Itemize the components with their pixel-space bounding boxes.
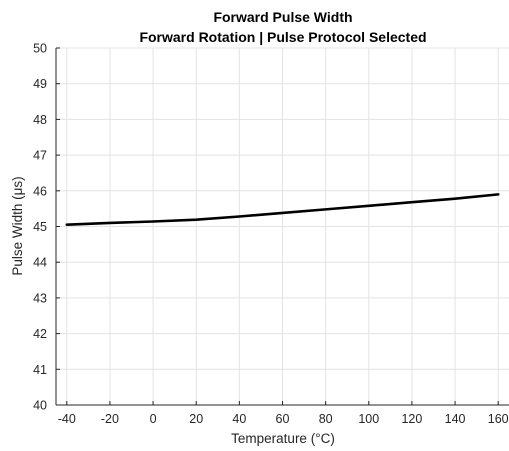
y-tick-label: 45 (33, 220, 47, 234)
y-tick-label: 43 (33, 291, 47, 305)
x-axis-label: Temperature (°C) (231, 431, 335, 446)
x-tick-label: 20 (189, 412, 203, 426)
y-tick-label: 48 (33, 113, 47, 127)
y-tick-label: 49 (33, 77, 47, 91)
x-tick-label: 140 (445, 412, 466, 426)
y-tick-label: 42 (33, 327, 47, 341)
chart-title: Forward Pulse Width (213, 9, 352, 25)
y-tick-label: 46 (33, 184, 47, 198)
x-tick-label: -40 (58, 412, 76, 426)
x-tick-label: -20 (101, 412, 119, 426)
x-tick-label: 60 (276, 412, 290, 426)
chart-subtitle: Forward Rotation | Pulse Protocol Select… (139, 29, 426, 45)
y-tick-label: 40 (33, 399, 47, 413)
x-tick-label: 100 (358, 412, 379, 426)
y-tick-label: 41 (33, 363, 47, 377)
y-tick-label: 44 (33, 256, 47, 270)
series-line (65, 193, 500, 227)
x-tick-label: 160 (488, 412, 509, 426)
x-tick-label: 80 (319, 412, 333, 426)
axes (55, 47, 509, 406)
y-axis-label: Pulse Width (μs) (10, 176, 25, 275)
x-tick-label: 120 (401, 412, 422, 426)
grid (56, 47, 509, 406)
y-tick-label: 47 (33, 149, 47, 163)
series-layer (65, 193, 500, 227)
tick-labels: -40 -20 0 20 40 60 80 100 120 140 160 40 41 42 43 44 45 4… (33, 42, 509, 427)
y-tick-label: 50 (33, 42, 47, 56)
x-tick-label: 40 (232, 412, 246, 426)
x-tick-label: 0 (150, 412, 157, 426)
